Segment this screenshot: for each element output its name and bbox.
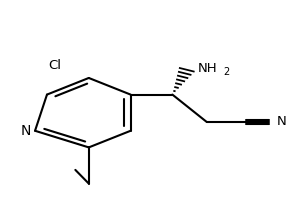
Text: N: N: [21, 124, 32, 138]
Text: NH: NH: [198, 62, 218, 75]
Text: 2: 2: [223, 67, 230, 77]
Text: N: N: [277, 115, 287, 128]
Text: Cl: Cl: [48, 59, 61, 72]
